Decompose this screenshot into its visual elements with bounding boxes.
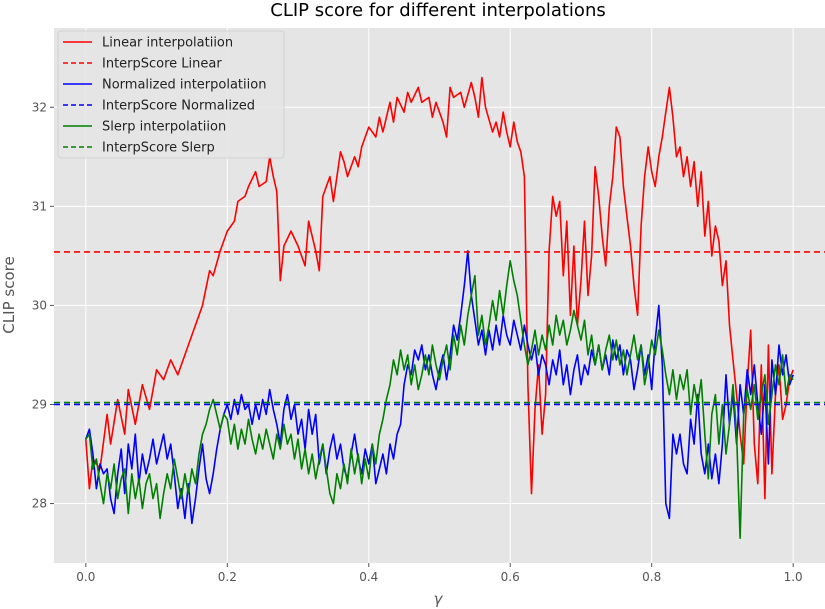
series-layer	[54, 76, 825, 539]
series-line-0	[85, 76, 794, 500]
x-tick-label: 0.2	[218, 570, 237, 584]
y-tick-label: 31	[32, 199, 47, 213]
series-line-2	[85, 250, 794, 525]
x-tick-label: 0.4	[359, 570, 378, 584]
legend-box	[57, 30, 285, 159]
y-tick-label: 29	[32, 397, 47, 411]
y-tick-label: 30	[32, 298, 47, 312]
x-tick-label: 0.0	[76, 570, 95, 584]
y-axis-label: CLIP score	[0, 256, 18, 333]
x-tick-label: 1.0	[784, 570, 803, 584]
x-axis-ticks: 0.0 0.2 0.4 0.6 0.8 1.0	[76, 563, 803, 584]
legend-label-1: InterpScore Linear	[102, 57, 222, 72]
y-tick-label: 28	[32, 497, 47, 511]
legend-label-5: InterpScore Slerp	[102, 141, 215, 156]
legend-label-4: Slerp interpolatiion	[102, 120, 226, 135]
x-axis-label: γ	[434, 590, 444, 608]
y-tick-label: 32	[32, 100, 47, 114]
legend: Linear interpolatiion InterpScore Linear N…	[57, 30, 285, 159]
chart-title: CLIP score for different interpolations	[270, 0, 605, 21]
x-tick-label: 0.6	[501, 570, 520, 584]
x-tick-label: 0.8	[642, 570, 661, 584]
legend-label-2: Normalized interpolatiion	[102, 78, 266, 93]
series-line-4	[85, 260, 794, 539]
y-axis-ticks: 28 29 30 31 32	[32, 100, 54, 511]
legend-label-0: Linear interpolatiion	[102, 36, 233, 51]
legend-label-3: InterpScore Normalized	[102, 99, 255, 114]
